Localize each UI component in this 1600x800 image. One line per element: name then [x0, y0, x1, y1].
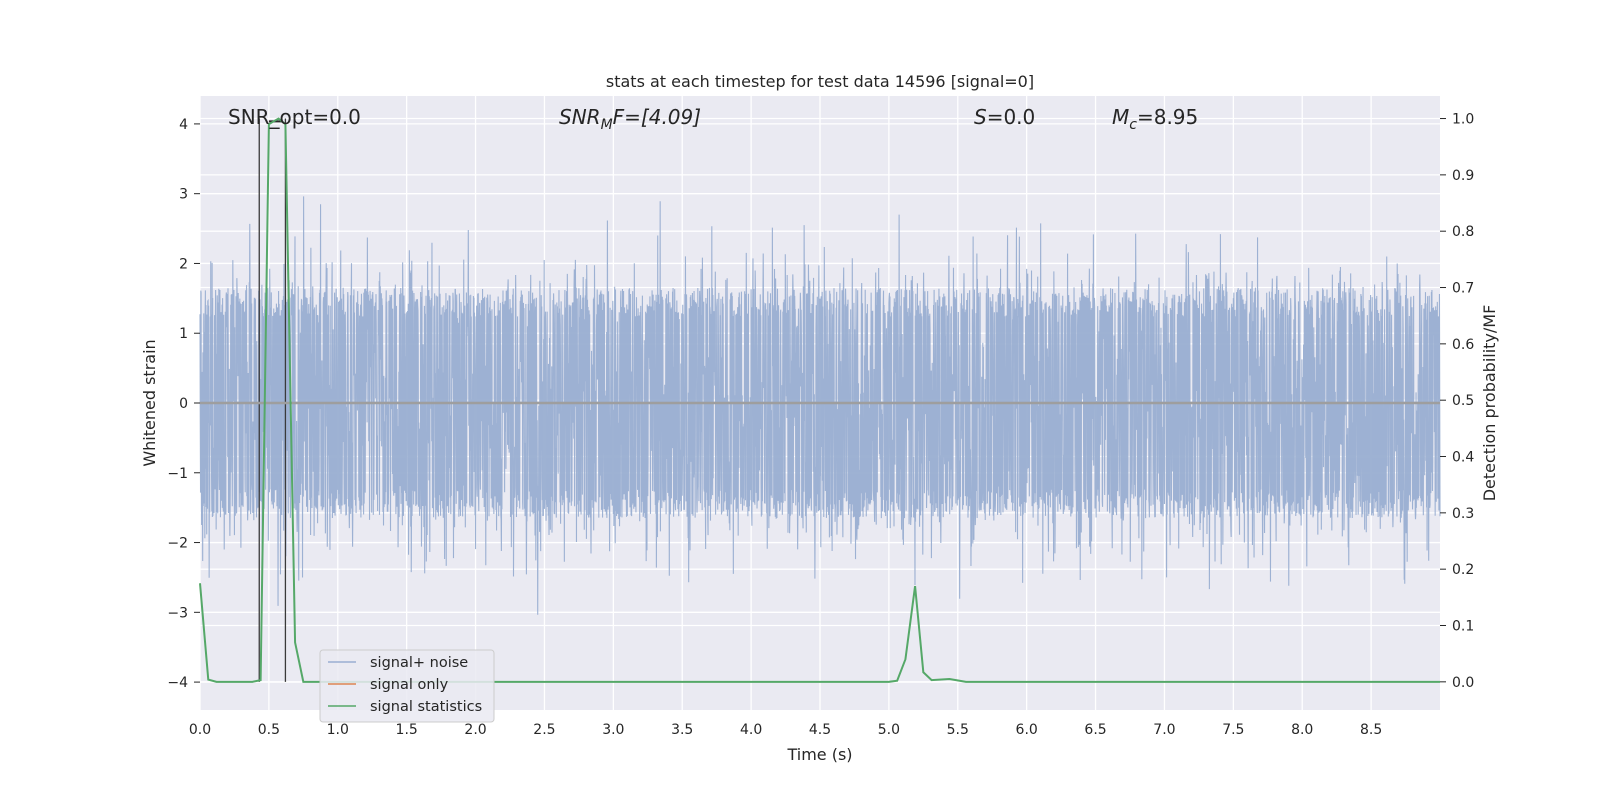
x-tick-label: 2.0	[464, 722, 486, 738]
y-tick-label-left: 3	[179, 187, 188, 203]
x-tick-label: 6.0	[1016, 722, 1038, 738]
x-tick-label: 5.0	[878, 722, 900, 738]
legend-label-signal-statistics: signal statistics	[370, 699, 482, 715]
x-tick-label: 1.5	[396, 722, 418, 738]
annotation-mc-value: =8.95	[1137, 105, 1198, 129]
x-tick-label: 8.5	[1360, 722, 1382, 738]
x-tick-label: 8.0	[1291, 722, 1313, 738]
y-tick-label-right: 0.6	[1452, 337, 1474, 353]
y-tick-label-right: 0.1	[1452, 619, 1474, 635]
x-tick-label: 4.0	[740, 722, 762, 738]
y-tick-label-left: −4	[167, 675, 188, 691]
y-tick-label-left: 2	[179, 256, 188, 272]
y-tick-label-right: 0.0	[1452, 675, 1474, 691]
x-tick-label: 3.5	[671, 722, 693, 738]
chart-title: stats at each timestep for test data 145…	[606, 72, 1034, 91]
legend-label-signal-only: signal only	[370, 677, 449, 693]
x-tick-label: 7.5	[1222, 722, 1244, 738]
x-tick-label: 4.5	[809, 722, 831, 738]
annotation-snr-mf: SNRMF=[4.09]	[559, 105, 701, 133]
x-tick-label: 0.5	[258, 722, 280, 738]
y-tick-label-left: −2	[167, 536, 188, 552]
annotation-mc-symbol: M	[1112, 105, 1129, 129]
legend: signal+ noise signal only signal statist…	[319, 649, 495, 723]
y-tick-label-left: 1	[179, 326, 188, 342]
y-tick-label-right: 0.5	[1452, 393, 1474, 409]
y-tick-label-right: 0.7	[1452, 281, 1474, 297]
x-tick-label: 1.0	[327, 722, 349, 738]
y-tick-label-right: 0.3	[1452, 506, 1474, 522]
annotation-s-symbol: S	[974, 105, 987, 129]
signal-statistics-series	[199, 117, 1440, 683]
annotation-snr-mf-symbol: SNR	[559, 105, 601, 129]
signal-statistics-line	[199, 117, 1440, 683]
y-tick-label-right: 0.9	[1452, 168, 1474, 184]
x-tick-label: 2.5	[533, 722, 555, 738]
y-tick-label-right: 0.4	[1452, 450, 1474, 466]
y-axis-label-left: Whitened strain	[140, 339, 159, 466]
signal-noise-series	[199, 196, 1441, 615]
signal-noise-line	[199, 196, 1441, 615]
x-axis-label: Time (s)	[786, 745, 852, 764]
annotation-s: S=0.0	[974, 105, 1035, 129]
annotation-mc-subscript: c	[1129, 117, 1137, 133]
x-tick-label: 0.0	[189, 722, 211, 738]
marker-layer	[258, 118, 287, 682]
x-tick-label: 7.0	[1153, 722, 1175, 738]
y-tick-label-left: 0	[179, 396, 188, 412]
annotation-snr-mf-subscript: M	[601, 117, 613, 133]
y-tick-label-right: 0.8	[1452, 224, 1474, 240]
annotation-snr-mf-value: F=[4.09]	[613, 105, 701, 129]
x-tick-label: 6.5	[1084, 722, 1106, 738]
y-tick-label-right: 1.0	[1452, 112, 1474, 128]
y-tick-label-left: −3	[167, 605, 188, 621]
x-tick-label: 5.5	[947, 722, 969, 738]
y-axis-label-right: Detection probability/MF	[1480, 305, 1499, 502]
legend-label-signal-noise: signal+ noise	[370, 655, 468, 671]
legend-box	[319, 649, 495, 723]
annotation-s-value: =0.0	[987, 105, 1036, 129]
tick-layer: 0.0 0.5 1.0 1.5 2.0 2.5 3.0 3.5 4.0 4.5 5.0 5.5 6.0 6…	[167, 112, 1474, 738]
annotation-mc: Mc=8.95	[1112, 105, 1198, 133]
x-tick-label: 3.0	[602, 722, 624, 738]
y-tick-label-left: 4	[179, 117, 188, 133]
y-tick-label-left: −1	[167, 466, 188, 482]
annotation-snr-opt: SNR_opt=0.0	[228, 105, 361, 129]
y-tick-label-right: 0.2	[1452, 562, 1474, 578]
